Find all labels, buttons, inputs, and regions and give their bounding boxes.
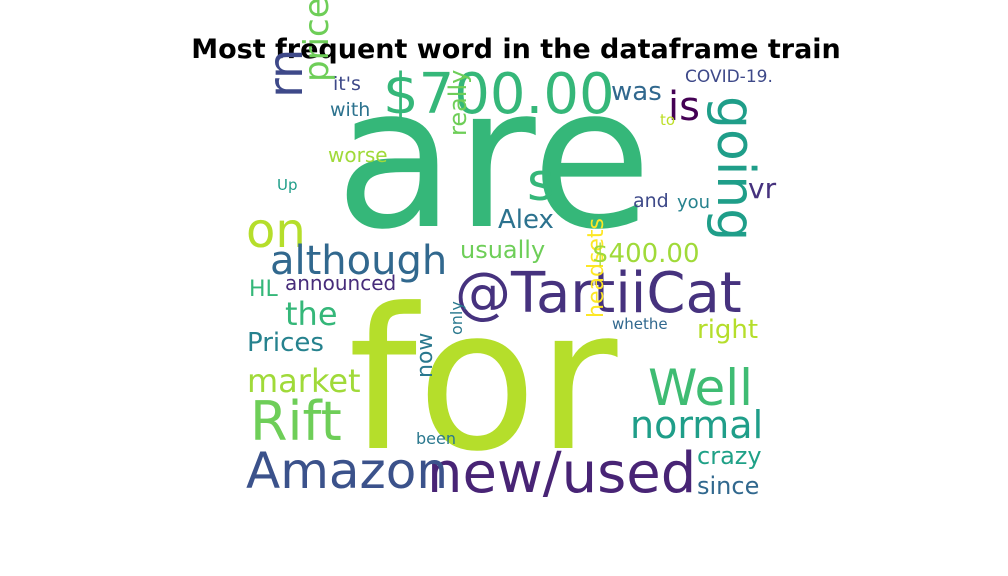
word-26: was [611, 77, 662, 107]
word-12: rn [258, 49, 314, 98]
word-20: now [413, 333, 438, 378]
word-4: Amazon [246, 442, 448, 500]
word-23: usually [460, 236, 545, 264]
word-41: been [416, 429, 456, 448]
word-9: on [246, 203, 306, 259]
word-7: Well [648, 359, 753, 417]
word-36: you [677, 192, 710, 213]
word-42: whethe [612, 315, 668, 333]
word-25: really [444, 70, 472, 136]
word-6: Rift [250, 390, 342, 453]
word-27: crazy [697, 442, 762, 470]
word-32: worse [328, 143, 388, 167]
word-14: is [668, 84, 700, 130]
word-22: $400.00 [592, 239, 700, 269]
word-37: COVID-19. [685, 67, 773, 87]
word-28: since [697, 472, 759, 500]
word-39: Up [277, 176, 298, 194]
word-34: it's [333, 73, 361, 95]
word-35: and [633, 190, 669, 212]
word-40: only [447, 301, 466, 335]
word-24: Alex [498, 205, 554, 235]
word-8: going [705, 96, 765, 241]
word-10: although [270, 238, 447, 284]
word-33: with [330, 99, 370, 121]
word-15: price [297, 0, 337, 82]
word-1: for [348, 267, 618, 495]
word-5: $700.00 [383, 62, 615, 127]
word-11: normal [630, 403, 763, 447]
word-19: headsets [584, 218, 609, 318]
chart-title: Most frequent word in the dataframe trai… [191, 34, 841, 65]
word-31: announced [285, 271, 396, 295]
word-3: new/used [427, 441, 696, 506]
word-2: @TartiiCat [455, 261, 742, 326]
word-29: vr [748, 172, 777, 205]
word-38: to [660, 111, 675, 129]
word-0: are [335, 45, 652, 273]
word-13: s [527, 153, 554, 213]
word-21: right [697, 315, 758, 345]
word-16: market [247, 362, 361, 400]
word-18: Prices [247, 328, 324, 358]
word-17: the [285, 295, 338, 333]
word-30: HL [249, 277, 279, 302]
